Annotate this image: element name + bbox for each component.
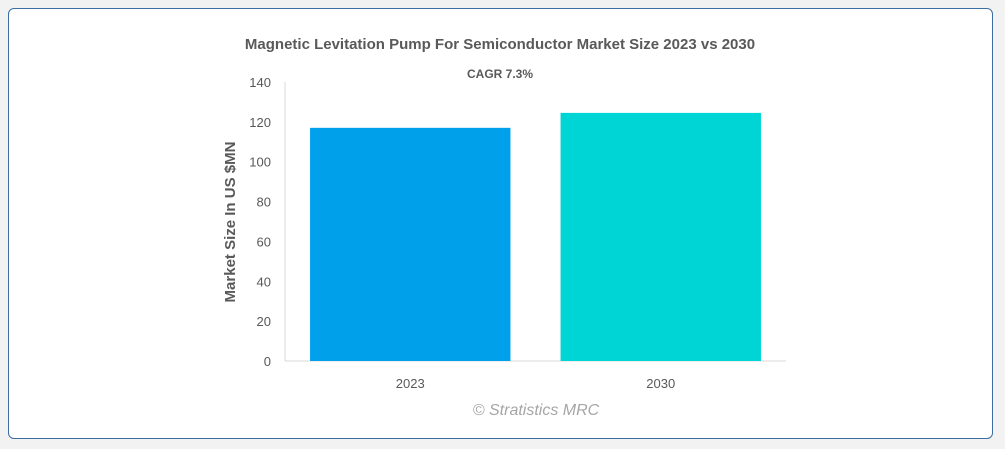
bar-group <box>310 112 761 361</box>
y-tick-label: 80 <box>257 195 271 210</box>
y-tick-label: 140 <box>249 75 271 90</box>
y-tick-label: 60 <box>257 234 271 249</box>
watermark: © Stratistics MRC <box>473 402 600 419</box>
x-tick-group: 2023 2030 <box>396 376 675 391</box>
y-tick-label: 120 <box>249 115 271 130</box>
chart-title: Magnetic Levitation Pump For Semiconduct… <box>245 36 755 53</box>
bar-2030 <box>560 112 761 361</box>
y-tick-label: 40 <box>257 274 271 289</box>
chart-subtitle: CAGR 7.3% <box>467 67 533 81</box>
x-tick-label: 2030 <box>646 376 675 391</box>
y-tick-label: 20 <box>257 314 271 329</box>
y-axis-label: Market Size In US $MN <box>222 142 239 303</box>
y-tick-group: 0 20 40 60 80 100 120 140 <box>249 75 271 369</box>
x-tick-label: 2023 <box>396 376 425 391</box>
y-tick-label: 0 <box>264 354 271 369</box>
y-tick-label: 100 <box>249 155 271 170</box>
bar-2023 <box>310 127 511 361</box>
